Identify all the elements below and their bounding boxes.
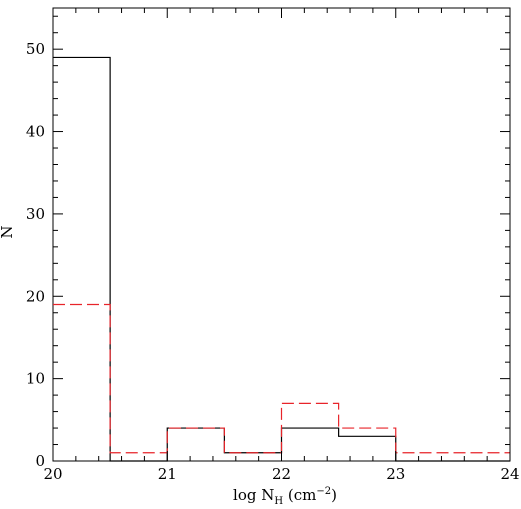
tick-marks [52, 8, 511, 462]
histogram-series-1 [53, 56, 510, 462]
x-tick-label: 20 [43, 465, 62, 483]
y-tick-label: 40 [26, 123, 45, 141]
tick-labels: 20 21 22 23 24 0 10 20 30 40 50 [26, 40, 520, 483]
x-tick-label: 23 [386, 465, 405, 483]
histogram-series-2 [53, 303, 510, 454]
x-tick-label: 24 [500, 465, 519, 483]
y-tick-label: 30 [26, 205, 45, 223]
x-axis-label: log NH (cm−2) [233, 486, 337, 507]
y-tick-label: 10 [26, 370, 45, 388]
series-group [53, 56, 510, 462]
y-axis-label: N [0, 225, 16, 238]
plot-frame [52, 7, 511, 462]
plot-border [52, 7, 511, 462]
x-tick-label: 21 [158, 465, 177, 483]
y-tick-label: 50 [26, 40, 45, 58]
y-tick-label: 0 [35, 452, 45, 470]
x-tick-label: 22 [272, 465, 291, 483]
y-tick-label: 20 [26, 287, 45, 305]
